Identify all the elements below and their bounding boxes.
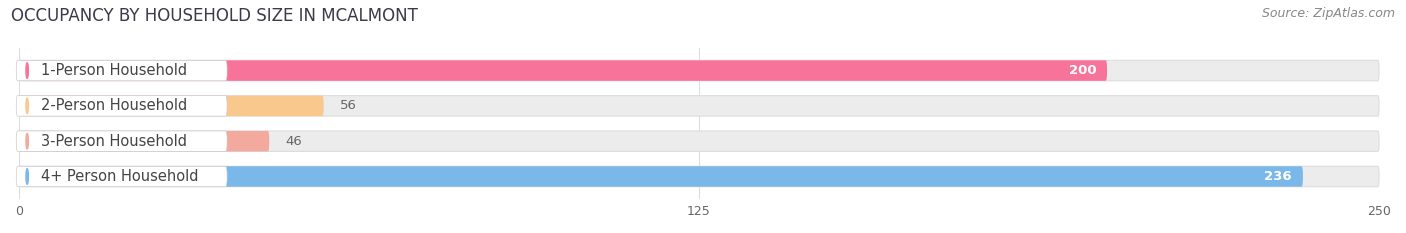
- Circle shape: [25, 169, 28, 184]
- Text: 3-Person Household: 3-Person Household: [41, 134, 187, 149]
- Text: 2-Person Household: 2-Person Household: [41, 98, 187, 113]
- FancyBboxPatch shape: [20, 60, 1379, 81]
- FancyBboxPatch shape: [17, 96, 228, 116]
- Text: 56: 56: [340, 99, 357, 112]
- FancyBboxPatch shape: [20, 131, 1379, 151]
- Text: 46: 46: [285, 135, 302, 148]
- Circle shape: [25, 134, 28, 149]
- FancyBboxPatch shape: [17, 60, 228, 81]
- FancyBboxPatch shape: [20, 166, 1379, 187]
- FancyBboxPatch shape: [17, 131, 228, 151]
- Text: 236: 236: [1264, 170, 1292, 183]
- Circle shape: [25, 98, 28, 114]
- Text: Source: ZipAtlas.com: Source: ZipAtlas.com: [1261, 7, 1395, 20]
- Text: OCCUPANCY BY HOUSEHOLD SIZE IN MCALMONT: OCCUPANCY BY HOUSEHOLD SIZE IN MCALMONT: [11, 7, 418, 25]
- FancyBboxPatch shape: [20, 96, 323, 116]
- FancyBboxPatch shape: [20, 60, 1107, 81]
- Text: 200: 200: [1069, 64, 1097, 77]
- FancyBboxPatch shape: [20, 166, 1303, 187]
- Text: 1-Person Household: 1-Person Household: [41, 63, 187, 78]
- FancyBboxPatch shape: [20, 131, 270, 151]
- Text: 4+ Person Household: 4+ Person Household: [41, 169, 198, 184]
- FancyBboxPatch shape: [17, 166, 228, 187]
- Circle shape: [25, 63, 28, 78]
- FancyBboxPatch shape: [20, 96, 1379, 116]
